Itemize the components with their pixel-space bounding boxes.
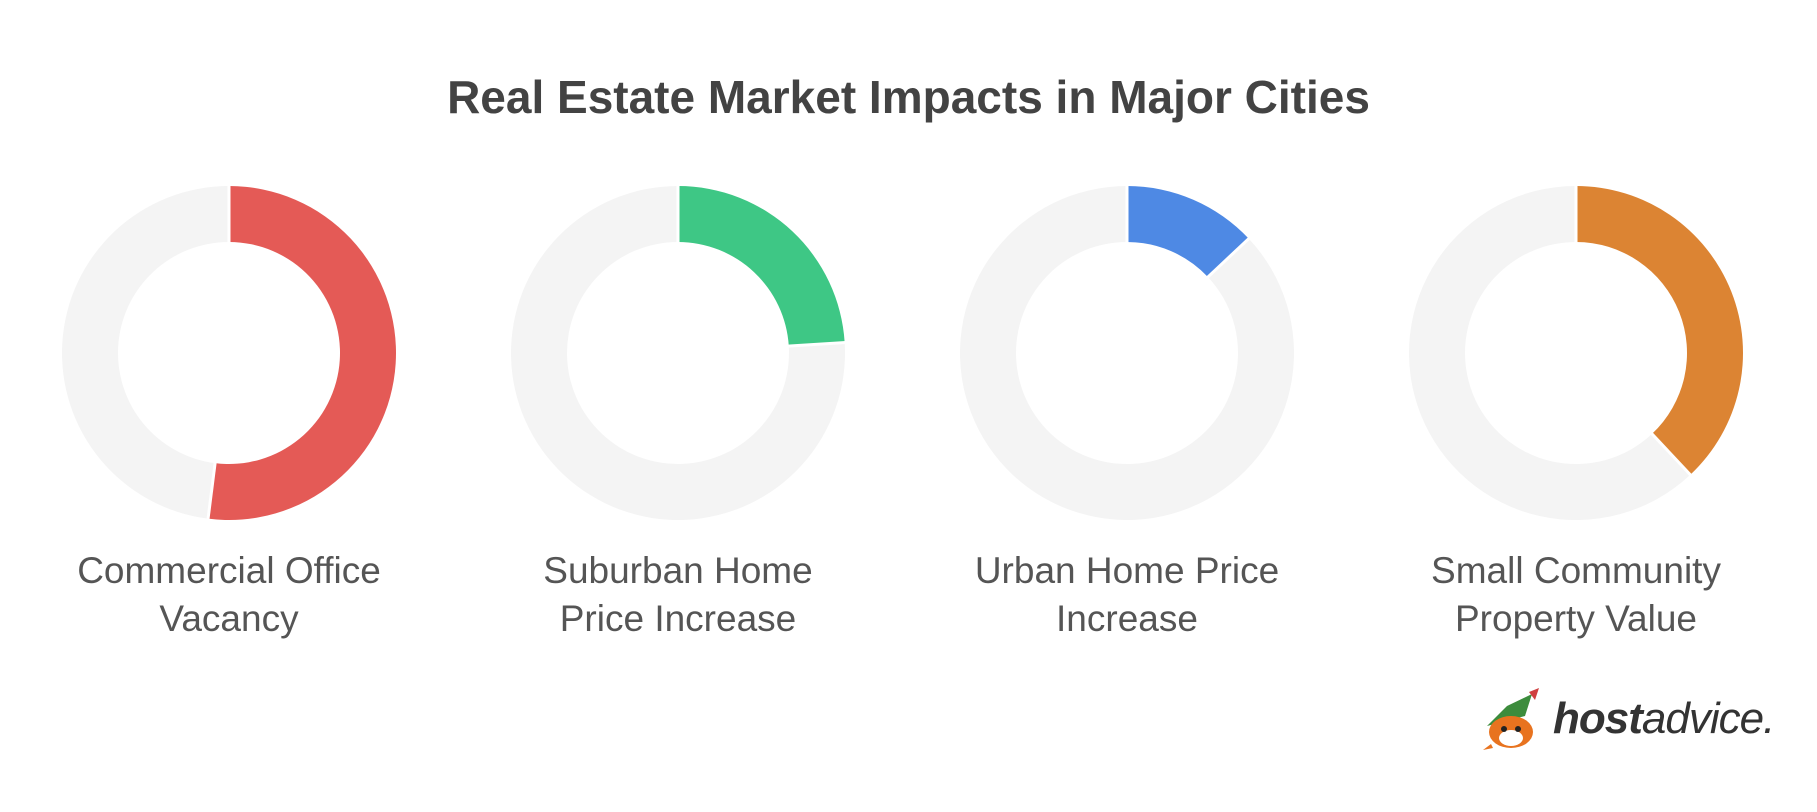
donut-chart: Suburban Home Price Increase [498,182,858,639]
donut-separator [787,340,846,348]
donut-chart: Commercial Office Vacancy [49,182,409,639]
donut-track [1409,186,1691,520]
donut-track [61,186,229,519]
logo-wordmark: hostadvice. [1553,694,1775,743]
donut-label: Urban Home Price Increase [974,550,1280,639]
fox-mascot-icon [1483,688,1539,750]
donut-chart: Small Community Property Value [1396,182,1756,639]
donut-track [511,186,845,520]
donut-chart: Urban Home Price Increase [947,182,1307,639]
donut-svg [61,185,396,520]
donut-separator [206,461,217,520]
hostadvice-logo: hostadvice. [1477,686,1777,756]
donut-label: Suburban Home Price Increase [543,550,813,639]
donut-segment [208,186,396,520]
donut-label: Commercial Office Vacancy [77,550,381,639]
donut-svg [1409,185,1743,520]
donut-segment [1576,186,1743,475]
donut-track [960,186,1294,520]
donut-svg [960,185,1294,520]
donut-label: Small Community Property Value [1431,550,1721,639]
donut-segment [1127,186,1249,278]
donut-svg [511,185,846,520]
donut-segment [678,186,845,347]
chart-title: Real Estate Market Impacts in Major Citi… [447,71,1370,123]
donut-separator [1206,236,1251,279]
donut-separator [1650,432,1693,477]
